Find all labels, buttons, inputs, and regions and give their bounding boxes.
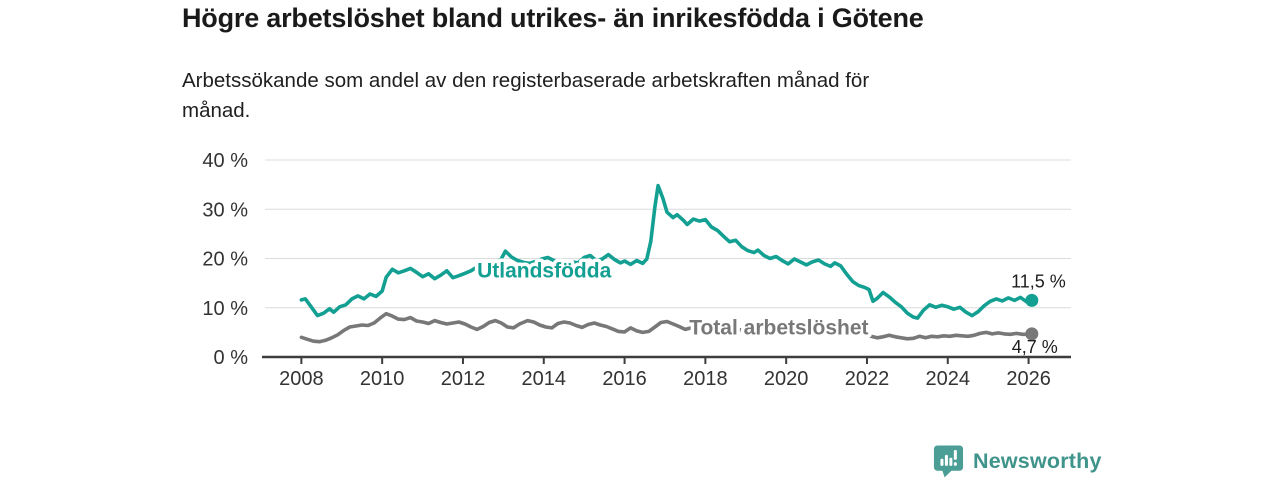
series-end-dot <box>1025 327 1039 341</box>
newsworthy-logo-icon <box>933 444 964 477</box>
x-tick-label: 2020 <box>764 368 809 390</box>
x-tick-label: 2010 <box>360 368 405 390</box>
newsworthy-logo-text: Newsworthy <box>973 449 1102 473</box>
x-tick-label: 2014 <box>522 368 567 390</box>
x-tick-label: 2024 <box>926 368 971 390</box>
chart-title: Högre arbetslöshet bland utrikes- än inr… <box>182 3 924 33</box>
x-tick-label: 2016 <box>602 368 647 390</box>
x-tick-label: 2022 <box>845 368 890 390</box>
x-tick-label: 2018 <box>683 368 728 390</box>
series-line <box>299 311 1034 344</box>
series-end-dot <box>1025 293 1039 307</box>
series-end-value-label: 11,5 % <box>1011 271 1066 291</box>
y-tick-label: 40 % <box>202 150 248 172</box>
y-tick-label: 20 % <box>202 249 248 271</box>
y-tick-label: 30 % <box>202 199 248 221</box>
y-tick-label: 10 % <box>202 298 248 320</box>
newsworthy-logo: Newsworthy <box>933 444 1102 477</box>
series-line <box>299 183 1034 320</box>
series-inline-label: Total arbetslöshet <box>689 316 868 339</box>
x-tick-label: 2012 <box>441 368 486 390</box>
x-tick-label: 2008 <box>279 368 324 390</box>
x-tick-label: 2026 <box>1006 368 1051 390</box>
chart-subtitle: Arbetssökande som andel av den registerb… <box>182 69 870 122</box>
series-inline-label: Utlandsfödda <box>477 260 611 283</box>
y-tick-label: 0 % <box>214 347 249 369</box>
series-end-value-label: 4,7 % <box>1012 337 1058 357</box>
